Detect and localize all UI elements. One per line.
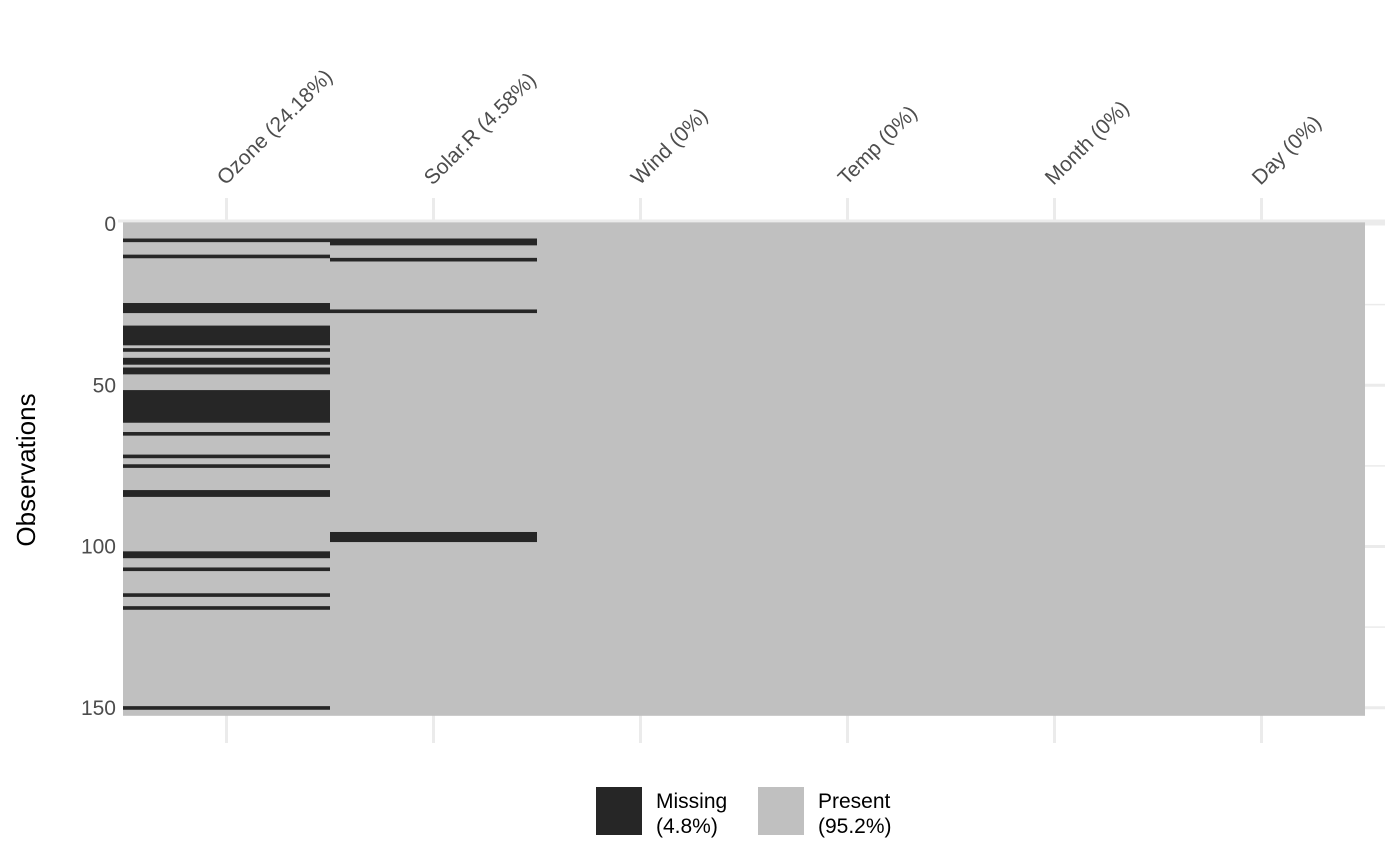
y-axis-title: Observations xyxy=(11,393,41,546)
y-tick-label: 0 xyxy=(104,213,116,236)
missing-cell-ozone xyxy=(123,393,330,397)
legend-pct-missing: (4.8%) xyxy=(656,815,718,838)
legend: Missing (4.8%) Present (95.2%) xyxy=(596,787,892,838)
missing-cell-ozone xyxy=(123,493,330,497)
y-tick-label: 50 xyxy=(93,374,116,397)
missing-cell-ozone xyxy=(123,490,330,494)
y-tick-labels: 0 50 100 150 xyxy=(81,213,116,720)
missing-cell-ozone xyxy=(123,399,330,404)
missing-cell-ozone xyxy=(123,332,330,336)
missing-cell-ozone xyxy=(123,361,330,365)
missing-cell-ozone xyxy=(123,551,330,555)
missing-cell-ozone xyxy=(123,309,330,314)
legend-pct-present: (95.2%) xyxy=(818,815,892,838)
present-area xyxy=(123,222,1365,716)
missing-cell-ozone xyxy=(123,338,330,343)
legend-label-present: Present xyxy=(818,790,891,813)
missing-cell-ozone xyxy=(123,303,330,307)
missing-cell-ozone xyxy=(123,706,330,710)
missing-cell-ozone xyxy=(123,415,330,420)
missing-cell-ozone xyxy=(123,357,330,362)
missing-cell-solar-r xyxy=(330,538,537,543)
missing-cell-solar-r xyxy=(330,238,537,243)
missing-cell-solar-r xyxy=(330,531,537,536)
x-tick-label: Day (0%) xyxy=(1248,111,1326,189)
x-tick-label: Ozone (24.18%) xyxy=(213,65,337,189)
missing-cell-ozone xyxy=(123,593,330,597)
missing-cell-ozone xyxy=(123,464,330,468)
missing-cell-ozone xyxy=(123,419,330,423)
missing-cell-ozone xyxy=(123,406,330,410)
y-tick-label: 150 xyxy=(81,697,116,720)
missing-cell-ozone xyxy=(123,396,330,401)
missing-cell-ozone xyxy=(123,432,330,436)
missing-cell-ozone xyxy=(123,306,330,310)
legend-label-missing: Missing xyxy=(656,790,727,813)
legend-swatch-missing xyxy=(596,787,642,835)
missing-cell-ozone xyxy=(123,254,330,259)
missing-cell-ozone xyxy=(123,367,330,372)
missing-cell-ozone xyxy=(123,335,330,339)
missing-cell-ozone xyxy=(123,328,330,333)
x-tick-label: Temp (0%) xyxy=(834,101,922,189)
legend-swatch-present xyxy=(758,787,804,835)
missing-cell-ozone xyxy=(123,606,330,610)
missing-cell-ozone xyxy=(123,554,330,559)
missing-cell-ozone xyxy=(123,409,330,414)
y-tick-label: 100 xyxy=(81,536,116,559)
missing-cell-ozone xyxy=(123,454,330,459)
missing-cell-ozone xyxy=(123,370,330,375)
missing-cell-ozone xyxy=(123,412,330,417)
missing-cell-ozone xyxy=(123,238,330,243)
missing-cell-ozone xyxy=(123,341,330,346)
x-tick-labels: Ozone (24.18%) Solar.R (4.58%) Wind (0%) Te… xyxy=(213,65,1326,189)
x-tick-label: Wind (0%) xyxy=(627,104,713,190)
missing-cell-solar-r xyxy=(330,535,537,539)
missing-cell-ozone xyxy=(123,348,330,352)
x-tick-label: Month (0%) xyxy=(1041,97,1134,190)
missing-cell-solar-r xyxy=(330,241,537,246)
missing-cell-ozone xyxy=(123,390,330,394)
missing-cell-ozone xyxy=(123,402,330,407)
missing-cell-solar-r xyxy=(330,309,537,314)
missing-cell-ozone xyxy=(123,567,330,572)
missing-cell-solar-r xyxy=(330,257,537,262)
x-tick-label: Solar.R (4.58%) xyxy=(420,68,541,189)
heatmap-cells xyxy=(123,222,1365,716)
missing-cell-ozone xyxy=(123,325,330,330)
